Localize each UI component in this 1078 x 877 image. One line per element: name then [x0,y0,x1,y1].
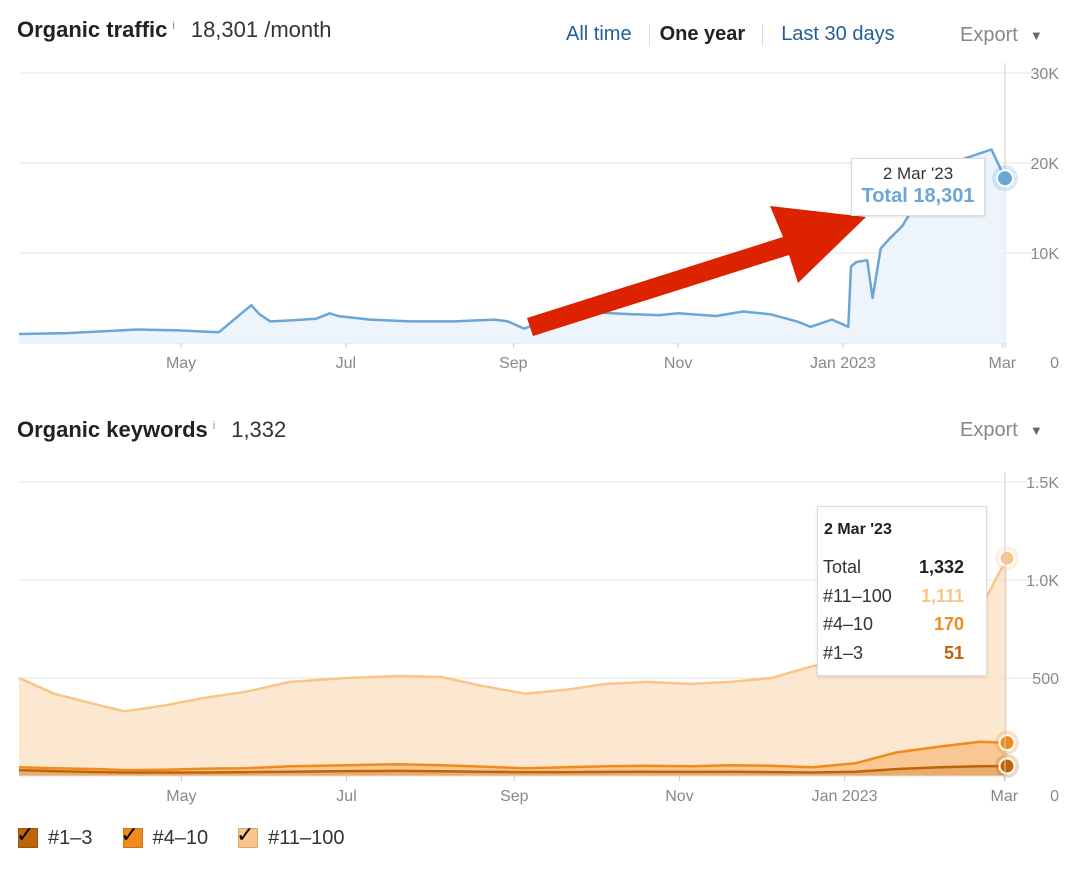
legend-checkbox[interactable] [18,828,38,848]
traffic-tooltip-total: Total 18,301 [861,185,975,207]
legend-checkbox[interactable] [238,828,259,848]
tooltip-row: #4–10 170 [823,614,964,643]
legend-label: #1–3 [48,826,93,849]
x-tick-label: Nov [665,788,693,805]
series-current-point [998,734,1016,752]
tooltip-row-label: #1–3 [823,642,864,663]
y-tick-label: 30K [1031,66,1060,83]
tooltip-row-label: #11–100 [823,585,892,606]
traffic-export-label: Export [960,24,1018,46]
traffic-export-button[interactable]: Export ▼ [960,24,1043,47]
tooltip-row: Total 1,332 [823,557,964,586]
x-tick-label: Sep [500,788,529,805]
legend-item[interactable]: ✓#11–100 [236,822,345,851]
legend-item[interactable]: ✓#4–10 [121,822,209,851]
legend-checkbox[interactable] [122,828,143,848]
traffic-chart: 0 10K 20K 30K May Jul Sep Nov Jan 2023 Mar [18,63,1060,372]
range-divider [648,23,650,46]
keywords-tooltip: 2 Mar '23 Total 1,332 #11–100 1,111 #4–10 170… [817,506,987,676]
tooltip-row-value: 1,111 [920,585,964,606]
chevron-down-icon: ▼ [1029,423,1043,438]
x-tick-label: Nov [664,355,692,372]
x-tick-label: Jan 2023 [810,355,876,372]
x-tick-label: May [166,788,196,805]
range-one-year[interactable]: One year [659,23,746,45]
tooltip-row-value: 170 [933,614,964,634]
time-range-selector: All time One year Last 30 days [566,23,895,46]
tooltip-row-value: 51 [943,642,964,663]
x-tick-label: Jan 2023 [812,788,878,805]
y-tick-label: 10K [1031,246,1060,263]
y-tick-label: 500 [1032,671,1059,688]
keywords-legend: ✓#1–3 ✓#4–10 ✓#11–100 [16,822,345,851]
keywords-chart: 0 500 1.0K 1.5K May Jul Sep Nov Jan 2023 Mar [18,472,1059,805]
keywords-header: Organic keywords i 1,332 [17,417,286,443]
traffic-info-icon[interactable]: i [172,20,175,32]
chevron-down-icon: ▼ [1029,28,1043,43]
tooltip-row-label: #4–10 [823,614,874,634]
legend-label: #11–100 [268,826,345,849]
traffic-current-point [996,169,1014,188]
keywords-title: Organic keywords [17,417,208,442]
y-tick-label: 0 [1050,788,1059,805]
tooltip-row: #11–100 1,111 [823,586,964,615]
traffic-title: Organic traffic [17,17,168,42]
traffic-header: Organic traffic i 18,301 /month [17,17,332,43]
traffic-area [19,149,1005,343]
keywords-tooltip-rows: Total 1,332 #11–100 1,111 #4–10 170 #1–3 51 [818,557,986,671]
range-all-time[interactable]: All time [566,23,632,45]
range-divider [762,23,764,46]
traffic-tooltip-date: 2 Mar '23 [882,164,954,183]
x-tick-label: Mar [989,355,1017,372]
area-fill-3 [19,558,1007,776]
y-tick-label: 20K [1031,156,1060,173]
x-tick-label: Mar [991,788,1019,805]
y-tick-label: 0 [1050,355,1059,372]
range-last-30-days[interactable]: Last 30 days [781,23,895,45]
keywords-tooltip-date: 2 Mar '23 [824,521,892,538]
red-arrow-annotation [527,206,866,336]
traffic-tooltip: 2 Mar '23 Total 18,301 [851,158,985,216]
legend-label: #4–10 [152,826,209,849]
traffic-value: 18,301 /month [190,17,332,42]
area-fill-1 [19,766,1007,776]
y-tick-label: 1.0K [1026,573,1059,590]
x-tick-label: May [166,355,196,372]
legend-item[interactable]: ✓#1–3 [16,822,93,851]
tooltip-row-label: Total [823,557,862,577]
area-line-1 [18,764,1008,774]
keywords-info-icon[interactable]: i [212,420,216,432]
series-current-point [998,757,1016,775]
area-line-2 [18,740,1008,772]
tooltip-row: #1–3 51 [823,643,964,672]
y-tick-label: 1.5K [1026,475,1059,492]
keywords-value: 1,332 [231,417,287,442]
keywords-export-button[interactable]: Export ▼ [960,419,1043,442]
tooltip-row-value: 1,332 [918,557,964,577]
x-tick-label: Jul [336,788,356,805]
x-tick-label: Sep [499,355,528,372]
series-current-point [998,549,1016,567]
keywords-export-label: Export [960,419,1018,441]
x-tick-label: Jul [336,355,356,372]
